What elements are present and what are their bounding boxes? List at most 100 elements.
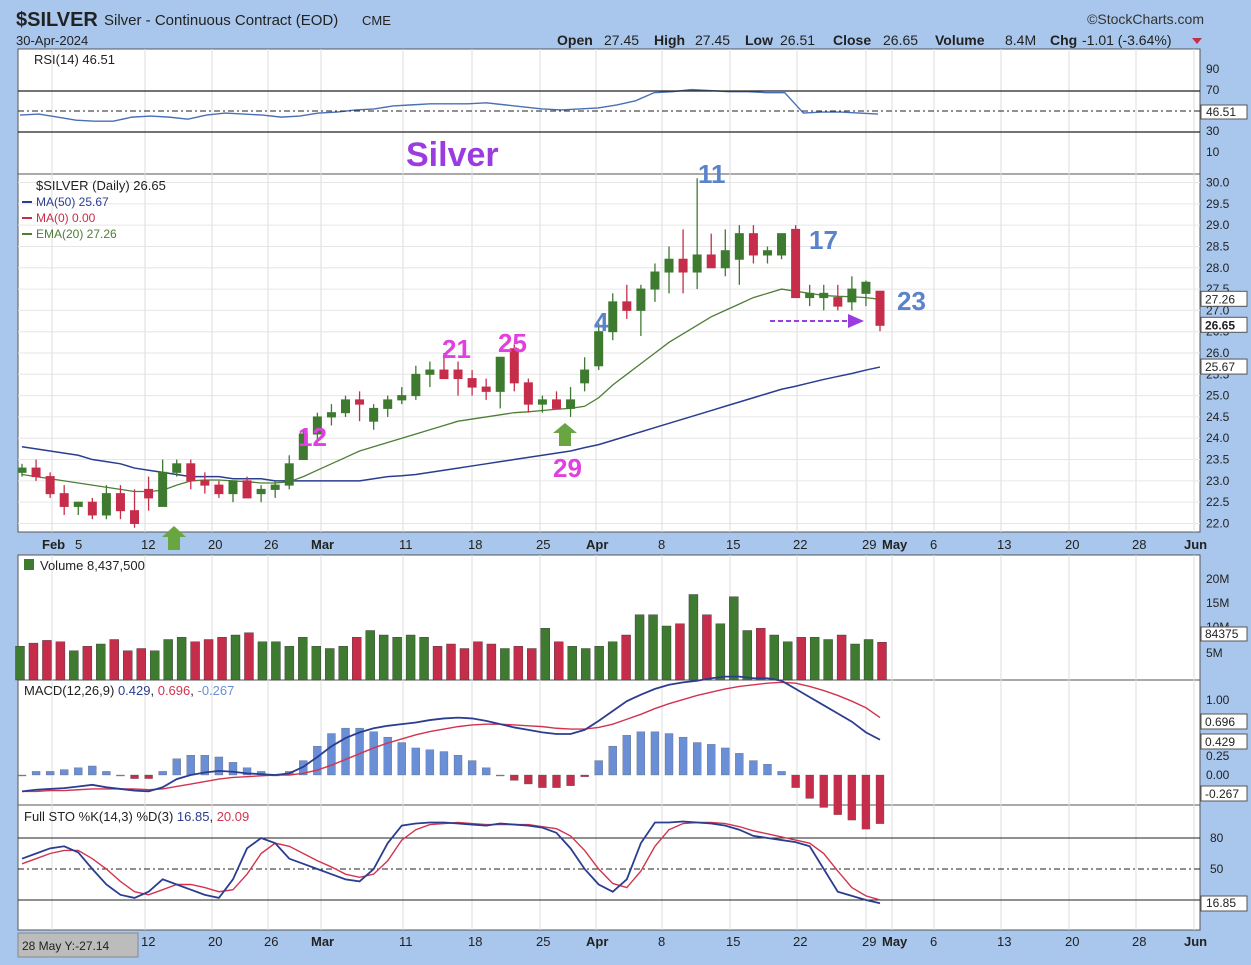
macd-hist-bar [580,774,589,777]
volume-bar [729,596,739,681]
volume-bar [325,648,335,681]
macd-signal-value: 0.696 [158,683,191,698]
macd-legend-title: MACD(12,26,9) [24,683,114,698]
bottom-x-axis-label: Mar [311,934,334,949]
macd-hist-bar [369,731,378,776]
candle-body [425,369,435,375]
macd-hist-bar [650,731,660,776]
annotation-11: 11 [698,159,726,189]
candle-body [144,488,154,499]
bottom-x-axis-label: 12 [141,934,155,949]
candle-body [312,416,322,435]
macd-hist-bar [17,774,27,777]
volume-bar [607,641,618,681]
annotation-23: 23 [897,286,926,316]
candle-body [439,369,449,380]
candle-body [650,271,660,290]
annotation-4: 4 [594,307,609,337]
macd-hist-bar [510,774,519,781]
macd-hist-bar [566,774,575,786]
candle-body [59,493,69,507]
x-axis-label: Mar [311,537,334,552]
sto-legend-title: Full STO %K(14,3) %D(3) [24,809,173,824]
macd-hist-bar [144,774,153,779]
volume-bar [190,641,200,681]
close-value: 26.65 [883,32,918,48]
candle-body [791,228,801,299]
volume-bar [15,646,25,681]
volume-chart: Volume 8,437,500 [15,558,887,681]
volume-bar [298,637,308,681]
candle-body [270,484,280,490]
macd-hist-bar [425,749,435,776]
open-value: 27.45 [604,32,639,48]
price-tick-label: 23.5 [1206,453,1230,467]
up-arrow-icon-feb14 [162,526,186,550]
annotation-17: 17 [809,225,838,255]
volume-bar [69,650,79,681]
candle-body [397,395,407,401]
macd-hist-bar [172,758,181,776]
volume-bar [675,623,685,681]
macd-hist-bar [242,767,252,776]
macd-hist-bar [45,771,55,776]
volume-bar [446,643,456,681]
price-tick-label: 24.5 [1206,410,1230,424]
volume-bar [513,646,524,681]
macd-hist-bar [524,774,533,785]
volume-bar [836,634,847,681]
macd-last-value: 0.696 [1205,715,1235,729]
volume-bar [257,641,268,681]
price-tick-label: 30.0 [1206,176,1230,190]
candle-body [566,399,576,409]
macd-hist-bar [200,755,210,776]
macd-chart: MACD(12,26,9) 0.429, 0.696, -0.267 [17,675,885,830]
candle-body [17,467,27,473]
candle-body [805,292,815,299]
macd-hist-bar [608,745,617,776]
date-text: 30-Apr-2024 [16,33,88,48]
bottom-x-axis-label: 13 [997,934,1011,949]
axes-layer: Feb 5 12 20 26 Mar 11 18 25 Apr 8 15 22 29 May 6 13 20 28 J… [42,62,1248,949]
rsi-line [19,88,879,122]
price-last-box [1200,290,1248,307]
bottom-x-axis-label: 20 [1065,934,1079,949]
macd-hist-bar [707,744,716,776]
ohlc-readout: Open 27.45 High 27.45 Low 26.51 Close 26… [557,32,1202,48]
candle-body [481,386,491,392]
chart-label-silver: Silver [406,136,499,174]
volume-last-box [1200,626,1248,642]
candle-body [636,288,646,311]
volume-label: Volume [935,32,985,48]
macd-legend: MACD(12,26,9) 0.429, 0.696, -0.267 [24,683,234,698]
price-tick-label: 28.0 [1206,261,1230,275]
volume-bar [554,641,564,681]
volume-bar [809,637,820,681]
macd-hist-bar [60,769,69,776]
x-axis-label: 25 [536,537,550,552]
candle-body [45,476,55,495]
high-value: 27.45 [695,32,730,48]
volume-last-value: 84375 [1205,627,1239,641]
macd-signal-line [22,681,881,793]
rsi-legend: RSI(14) 46.51 [34,52,115,67]
volume-bar [378,634,389,681]
volume-bar [742,630,753,681]
bottom-x-axis-label: Jun [1184,934,1207,949]
volume-bar [527,648,537,681]
x-axis-label: 20 [1065,537,1079,552]
macd-last-value: 0.429 [1205,735,1235,749]
volume-bar [352,637,362,681]
x-axis-label: 11 [399,537,413,552]
bottom-x-axis-label: 28 [1132,934,1146,949]
candle-body [762,250,772,256]
macd-hist-bar [116,774,125,777]
macd-hist-bar [552,774,561,788]
macd-hist-bar [130,774,139,779]
price-last-value: 25.67 [1205,360,1235,374]
volume-bar [176,637,187,681]
candle-body [495,356,505,392]
sto-last-value: 16.85 [1206,896,1236,910]
macd-hist-bar [636,731,646,776]
